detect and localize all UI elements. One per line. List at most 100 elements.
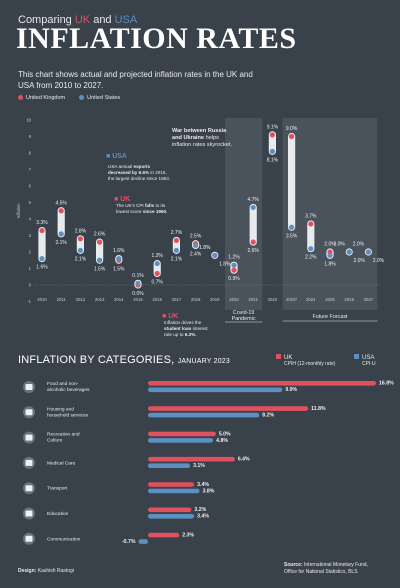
uk-point <box>269 132 275 138</box>
us-data-label: 1.5% <box>94 266 106 272</box>
us-point <box>58 231 64 237</box>
uk-bar-label: 16.8% <box>379 381 394 387</box>
uk-data-label: 3.7% <box>305 213 317 219</box>
covid-panel-label-2: Pandemic <box>232 316 256 322</box>
uk-point <box>154 270 160 277</box>
us-point <box>173 247 179 253</box>
y-tick-label: 1 <box>29 266 32 271</box>
uk-point <box>97 239 103 245</box>
design-credit: Design: Kashish Rastogi <box>18 568 74 574</box>
recreation-icon <box>23 431 35 444</box>
y-tick-label: 5 <box>29 200 32 205</box>
war-annotation-line1: War between Russia <box>172 128 227 134</box>
uk-data-label: 9.1% <box>267 124 279 130</box>
x-tick-label: 2022 <box>268 297 278 302</box>
uk-bar <box>148 381 376 386</box>
x-tick-label: 2024 <box>306 297 316 302</box>
y-tick-label: 7 <box>29 167 32 172</box>
war-annotation-line2: and Ukraine helps <box>172 135 219 141</box>
usa-annotation-line2: decreased by 6.6% in 2016, <box>108 170 167 175</box>
us-data-label: 4.7% <box>247 197 259 203</box>
source-credit-line1: International Monetary Fund, <box>304 562 368 568</box>
uk-point <box>289 133 295 140</box>
transport-icon <box>23 482 35 495</box>
x-tick-label: 2027 <box>364 297 374 302</box>
covid-panel-label: Covid-19 <box>233 310 255 316</box>
title-uk: UK <box>74 14 91 26</box>
us-point <box>250 204 256 211</box>
us-data-label: 8.1% <box>267 157 279 163</box>
us-bar-label: -0.7% <box>122 539 136 545</box>
us-bar-label: 8.2% <box>262 413 274 419</box>
uk-data-label: 0.9% <box>228 276 240 282</box>
bar-legend-uk: UK CPIH (12-monthly rate) <box>276 354 335 367</box>
uk-annotation-line2: lowest score since 1960. <box>116 209 167 214</box>
communication-icon <box>23 532 35 545</box>
x-tick-label: 2010 <box>37 297 47 302</box>
dumbbell-bar <box>249 203 257 246</box>
uk-loan-annotation-line1: Inflation drives the <box>164 320 202 325</box>
us-point <box>365 249 371 255</box>
categories-title-sub: JANUARY 2023 <box>177 358 230 365</box>
us-bar-label: 9.9% <box>285 387 297 393</box>
uk-bar <box>148 456 235 462</box>
us-bar <box>148 514 195 519</box>
uk-bar-label: 6.4% <box>238 457 250 463</box>
forecast-panel <box>282 118 378 310</box>
medical-icon <box>23 456 35 469</box>
us-point <box>77 247 83 253</box>
house-icon <box>23 406 35 419</box>
category-label: alcoholic beverages <box>47 387 90 393</box>
us-point <box>327 252 333 258</box>
us-data-label: 1.6% <box>113 248 125 254</box>
education-icon <box>23 507 35 520</box>
dumbbell-bar <box>38 226 46 263</box>
us-data-label: 2.4% <box>190 251 202 257</box>
us-point <box>154 260 160 267</box>
intro-text: This chart shows actual and projected in… <box>18 70 253 90</box>
x-tick-label: 2011 <box>57 297 67 302</box>
y-tick-label: -1 <box>27 299 31 304</box>
category-label: Communication <box>47 536 81 542</box>
uk-bar <box>148 482 195 487</box>
uk-bar-label: 11.8% <box>311 406 326 412</box>
category-label: Recreation and <box>47 432 80 438</box>
us-data-label: 2.0% <box>373 258 385 264</box>
y-tick-label: 0 <box>29 283 32 288</box>
bar-legend-us-sub: CPI-U <box>362 361 376 367</box>
usa-annotation-tag: ■ USA <box>106 153 127 160</box>
uk-point <box>39 227 45 234</box>
dumbbell-bar <box>288 132 296 231</box>
title-prefix: Comparing <box>18 14 75 26</box>
chart-legend: United Kingdom United States <box>18 95 120 101</box>
us-data-label: 1.3% <box>151 253 163 259</box>
x-tick-label: 2013 <box>95 297 105 302</box>
uk-point <box>58 208 64 214</box>
us-data-label: 3.5% <box>286 233 298 239</box>
forecast-panel-label: Future Forcast <box>312 314 348 320</box>
uk-data-label: 4.5% <box>55 200 67 206</box>
uk-data-label: 1.8% <box>199 245 211 251</box>
uk-data-label: 2.8% <box>75 228 87 234</box>
source-credit: Source: International Monetary Fund, Offi… <box>284 562 368 575</box>
categories-title-main: INFLATION BY CATEGORIES, <box>18 354 178 366</box>
bar-legend-uk-sub: CPIH (12-monthly rate) <box>284 361 336 367</box>
x-tick-label: 2014 <box>114 297 124 302</box>
y-tick-label: 2 <box>29 250 32 255</box>
us-data-label: 1.8% <box>219 261 231 267</box>
categories-title: INFLATION BY CATEGORIES, JANUARY 2023 <box>18 354 230 366</box>
title-and: and <box>90 14 115 26</box>
uk-point <box>250 239 256 245</box>
title-us: USA <box>114 14 138 26</box>
us-bar-label: 4.8% <box>216 438 228 444</box>
us-point <box>346 249 352 255</box>
uk-annotation-line1: The UK's CPI falls to its <box>116 203 166 208</box>
x-tick-label: 2017 <box>172 297 182 302</box>
us-bar <box>148 463 191 468</box>
y-tick-label: 9 <box>29 134 32 139</box>
x-tick-label: 2021 <box>248 297 258 302</box>
x-tick-label: 2025 <box>325 297 335 302</box>
x-tick-label: 2023* <box>286 297 298 302</box>
uk-data-label: 1.5% <box>113 266 125 272</box>
uk-bar-label: 5.0% <box>219 431 231 437</box>
